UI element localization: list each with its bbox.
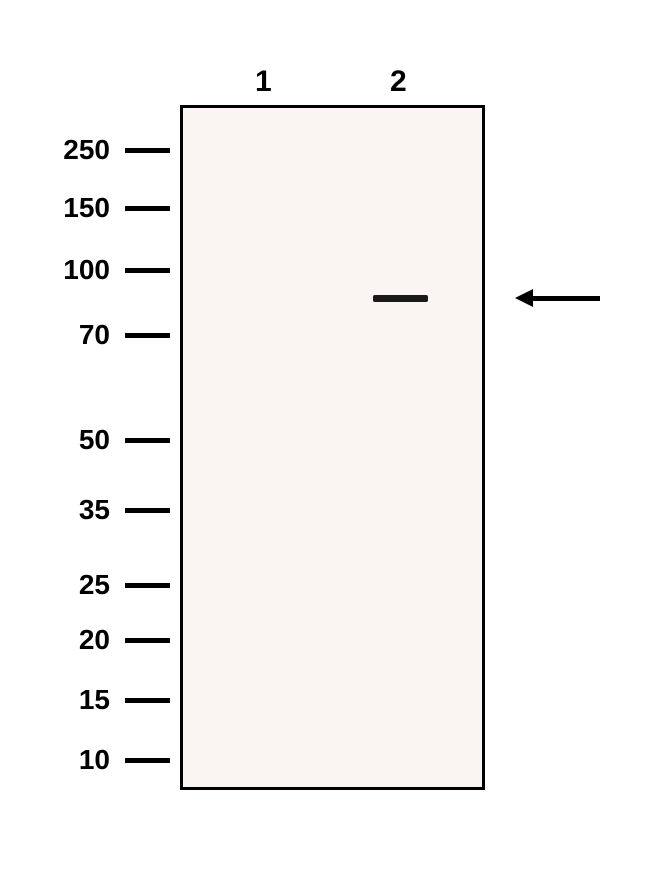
lane-label-1: 1 (255, 65, 272, 99)
marker-tick-10 (125, 758, 170, 763)
western-blot-figure: 1 2 250 150 100 70 50 35 25 20 15 10 (0, 0, 650, 870)
arrow-head (515, 289, 533, 307)
marker-label-10: 10 (79, 744, 110, 776)
blot-membrane (180, 105, 485, 790)
marker-label-150: 150 (63, 192, 110, 224)
marker-label-25: 25 (79, 569, 110, 601)
marker-tick-25 (125, 583, 170, 588)
marker-tick-35 (125, 508, 170, 513)
marker-tick-70 (125, 333, 170, 338)
marker-label-250: 250 (63, 134, 110, 166)
marker-label-100: 100 (63, 254, 110, 286)
arrow-shaft (533, 296, 600, 301)
marker-tick-15 (125, 698, 170, 703)
lane-label-2: 2 (390, 65, 407, 99)
marker-tick-150 (125, 206, 170, 211)
marker-label-70: 70 (79, 319, 110, 351)
marker-tick-20 (125, 638, 170, 643)
marker-tick-100 (125, 268, 170, 273)
marker-label-50: 50 (79, 424, 110, 456)
band-lane2-0 (373, 295, 428, 302)
marker-tick-50 (125, 438, 170, 443)
marker-tick-250 (125, 148, 170, 153)
band-indicator-arrow (515, 289, 600, 307)
marker-label-15: 15 (79, 684, 110, 716)
marker-label-35: 35 (79, 494, 110, 526)
marker-label-20: 20 (79, 624, 110, 656)
